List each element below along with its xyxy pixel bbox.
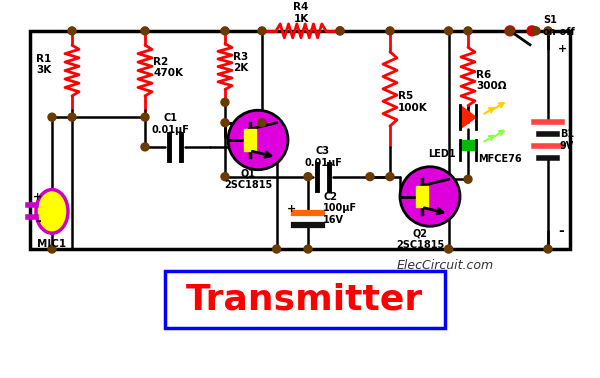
FancyBboxPatch shape [165,271,445,328]
Circle shape [221,27,229,35]
Ellipse shape [36,189,68,233]
Circle shape [445,245,452,253]
Text: -: - [35,214,41,228]
Circle shape [445,27,452,35]
Text: S1
on-off: S1 on-off [543,15,576,37]
Text: Transmitter: Transmitter [187,283,424,317]
Circle shape [464,27,472,35]
FancyBboxPatch shape [244,129,256,151]
Text: C2
100μF
16V: C2 100μF 16V [323,192,357,225]
Circle shape [68,113,76,121]
Circle shape [505,26,515,36]
Circle shape [228,110,288,170]
Circle shape [386,27,394,35]
Text: +: + [287,204,296,214]
Circle shape [221,173,229,181]
Circle shape [258,27,266,35]
Text: R3
2K: R3 2K [233,52,248,73]
Text: ElecCircuit.com: ElecCircuit.com [397,259,494,273]
Circle shape [68,27,76,35]
Circle shape [366,173,374,181]
Text: R6
300Ω: R6 300Ω [476,70,506,91]
Circle shape [400,167,460,226]
Circle shape [386,173,394,181]
Text: MIC1: MIC1 [37,239,67,249]
Circle shape [48,113,56,121]
Text: LED1: LED1 [428,149,456,159]
Circle shape [527,26,537,36]
Circle shape [141,143,149,151]
Text: Q2
2SC1815: Q2 2SC1815 [396,228,444,250]
Circle shape [141,113,149,121]
Circle shape [221,119,229,127]
Circle shape [506,27,514,35]
Text: +: + [558,44,567,54]
Text: -: - [558,224,564,238]
Circle shape [258,119,266,127]
Text: B1
9V: B1 9V [560,129,574,151]
Circle shape [304,173,312,181]
Circle shape [272,245,281,253]
FancyBboxPatch shape [416,186,428,207]
Text: R1
3K: R1 3K [37,54,52,75]
Text: C3
0.01μF: C3 0.01μF [304,146,342,167]
Text: MFCE76: MFCE76 [478,154,521,164]
Text: R2
470K: R2 470K [153,57,183,78]
Circle shape [544,245,552,253]
Circle shape [141,27,149,35]
Circle shape [544,27,552,35]
Text: R5
100K: R5 100K [398,91,428,113]
Text: R4
1K: R4 1K [293,2,308,24]
Text: Q1
2SC1815: Q1 2SC1815 [224,169,272,191]
Text: +: + [34,192,43,203]
Polygon shape [460,105,476,129]
Circle shape [336,27,344,35]
Circle shape [304,245,312,253]
Circle shape [532,27,540,35]
Circle shape [336,27,344,35]
Circle shape [48,245,56,253]
FancyBboxPatch shape [460,140,476,150]
Circle shape [221,98,229,106]
Circle shape [464,175,472,183]
Text: C1
0.01μF: C1 0.01μF [151,113,189,135]
